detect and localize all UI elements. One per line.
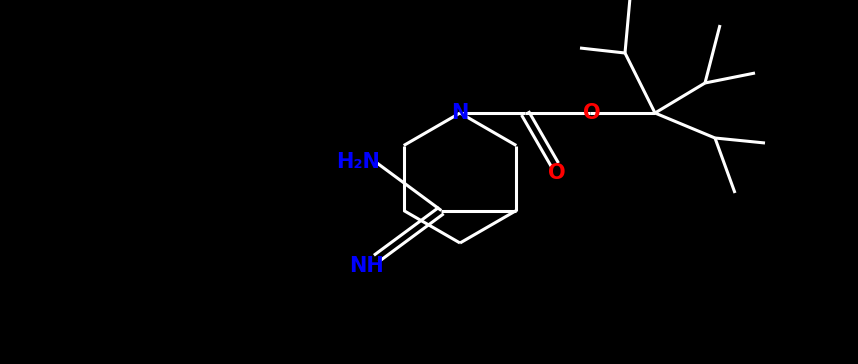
Text: O: O: [583, 103, 601, 123]
Text: NH: NH: [349, 257, 384, 277]
Text: N: N: [451, 103, 468, 123]
Text: H₂N: H₂N: [336, 153, 380, 173]
Text: O: O: [548, 163, 565, 183]
